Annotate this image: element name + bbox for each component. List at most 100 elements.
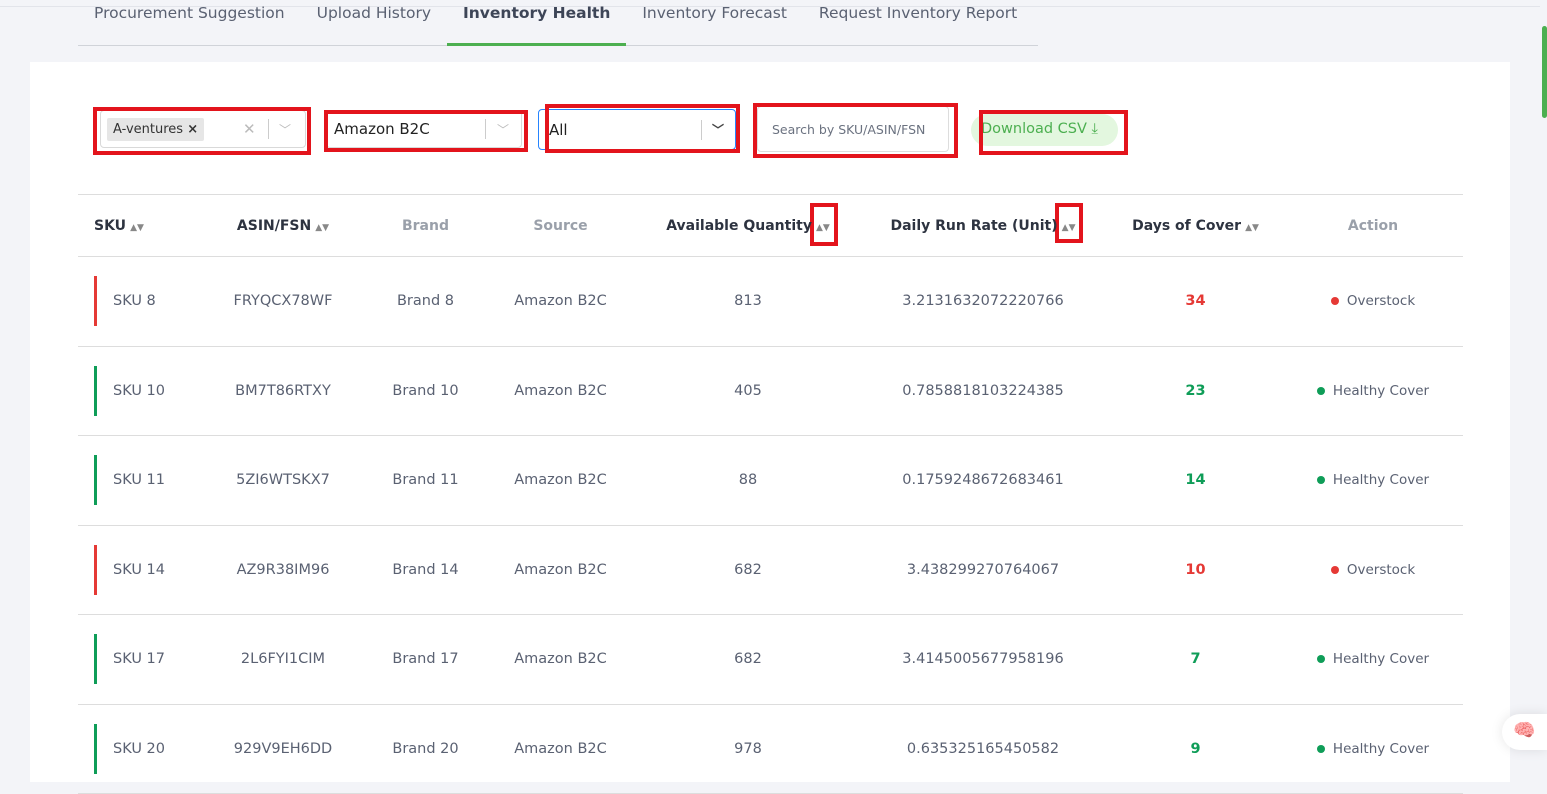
col-brand: Brand [368, 194, 483, 257]
run-rate-cell: 0.635325165450582 [858, 704, 1108, 794]
sku-cell: SKU 8 [78, 256, 198, 347]
status-indicator-bar [94, 634, 97, 685]
days-of-cover-cell: 7 [1108, 614, 1283, 705]
source-cell: Amazon B2C [483, 346, 638, 436]
action-cell: Overstock [1283, 525, 1463, 615]
tab-upload-history[interactable]: Upload History [316, 4, 431, 22]
asin-cell: AZ9R38IM96 [198, 525, 368, 615]
action-cell: Overstock [1283, 256, 1463, 347]
col-action: Action [1283, 194, 1463, 257]
days-of-cover-cell: 34 [1108, 256, 1283, 347]
download-icon: ⤓ [1091, 121, 1098, 137]
status-dot-icon [1330, 297, 1339, 306]
sort-icon: ▲▼ [315, 222, 330, 233]
quantity-cell: 682 [638, 614, 858, 705]
action-label: Healthy Cover [1332, 382, 1430, 399]
action-cell: Healthy Cover [1283, 614, 1463, 705]
run-rate-cell: 3.2131632072220766 [858, 256, 1108, 347]
status-indicator-bar [94, 365, 97, 416]
brand-cell: Brand 10 [368, 346, 483, 436]
top-divider [0, 6, 1540, 7]
brand-cell: Brand 17 [368, 614, 483, 705]
table-row: SKU 10 BM7T86RTXY Brand 10 Amazon B2C 40… [78, 346, 1463, 436]
clear-icon[interactable]: ✕ [243, 120, 256, 138]
status-indicator-bar [94, 723, 97, 774]
source-cell: Amazon B2C [483, 525, 638, 615]
action-label: Healthy Cover [1332, 740, 1430, 757]
ai-assistant-brain-icon[interactable]: 🧠 [1502, 714, 1547, 750]
source-cell: Amazon B2C [483, 614, 638, 705]
status-dot-icon [1330, 565, 1339, 574]
action-label: Healthy Cover [1332, 472, 1430, 489]
company-select[interactable]: A-ventures × ✕ ﹀ [100, 110, 306, 148]
action-label: Healthy Cover [1332, 651, 1430, 668]
action-cell: Healthy Cover [1283, 346, 1463, 436]
sort-icon: ▲▼ [815, 222, 830, 233]
status-dot-icon [1316, 744, 1325, 753]
status-dot-icon [1316, 386, 1325, 395]
sku-cell: SKU 14 [78, 525, 198, 615]
channel-select[interactable]: Amazon B2C ﹀ [326, 110, 522, 148]
download-csv-button[interactable]: Download CSV ⤓ [971, 114, 1118, 146]
status-indicator-bar [94, 276, 97, 327]
action-cell: Healthy Cover [1283, 704, 1463, 794]
action-cell: Healthy Cover [1283, 435, 1463, 526]
brand-cell: Brand 8 [368, 256, 483, 347]
inventory-table: SKU ▲▼ ASIN/FSN ▲▼ Brand Source Available … [78, 194, 1463, 794]
tab-request-inventory-report[interactable]: Request Inventory Report [818, 4, 1018, 22]
quantity-cell: 682 [638, 525, 858, 615]
status-select[interactable]: All ﹀ [538, 109, 736, 150]
run-rate-cell: 0.7858818103224385 [858, 346, 1108, 436]
col-daily-run-rate[interactable]: Daily Run Rate (Unit) ▲▼ [858, 194, 1108, 257]
days-of-cover-cell: 14 [1108, 435, 1283, 526]
col-days-of-cover[interactable]: Days of Cover ▲▼ [1108, 194, 1283, 257]
table-row: SKU 20 929V9EH6DD Brand 20 Amazon B2C 97… [78, 704, 1463, 794]
action-label: Overstock [1346, 293, 1416, 310]
asin-cell: FRYQCX78WF [198, 256, 368, 347]
days-of-cover-cell: 9 [1108, 704, 1283, 794]
chevron-down-icon[interactable]: ﹀ [497, 122, 510, 137]
col-source: Source [483, 194, 638, 257]
status-dot-icon [1316, 476, 1325, 485]
sku-cell: SKU 17 [78, 614, 198, 705]
sort-icon: ▲▼ [1061, 222, 1076, 233]
tab-bar: Procurement Suggestion Upload History In… [78, 0, 1038, 46]
scrollbar[interactable] [1540, 8, 1547, 779]
days-of-cover-cell: 23 [1108, 346, 1283, 436]
company-chip: A-ventures × [107, 117, 205, 141]
run-rate-cell: 3.4145005677958196 [858, 614, 1108, 705]
col-asin[interactable]: ASIN/FSN ▲▼ [198, 194, 368, 257]
asin-cell: 929V9EH6DD [198, 704, 368, 794]
quantity-cell: 978 [638, 704, 858, 794]
chevron-down-icon[interactable]: ﹀ [712, 123, 725, 137]
run-rate-cell: 3.438299270764067 [858, 525, 1108, 615]
source-cell: Amazon B2C [483, 704, 638, 794]
sku-cell: SKU 10 [78, 346, 198, 436]
tab-inventory-health[interactable]: Inventory Health [447, 0, 627, 46]
table-row: SKU 14 AZ9R38IM96 Brand 14 Amazon B2C 68… [78, 525, 1463, 615]
sku-cell: SKU 11 [78, 435, 198, 526]
days-of-cover-cell: 10 [1108, 525, 1283, 615]
tab-procurement-suggestion[interactable]: Procurement Suggestion [94, 4, 285, 22]
chevron-down-icon[interactable]: ﹀ [279, 122, 292, 137]
quantity-cell: 88 [638, 435, 858, 526]
brand-cell: Brand 20 [368, 704, 483, 794]
chip-remove-icon[interactable]: × [187, 121, 199, 137]
sort-icon: ▲▼ [130, 222, 144, 233]
table-row: SKU 8 FRYQCX78WF Brand 8 Amazon B2C 813 … [78, 256, 1463, 347]
table-row: SKU 17 2L6FYI1CIM Brand 17 Amazon B2C 68… [78, 614, 1463, 705]
status-dot-icon [1316, 655, 1325, 664]
run-rate-cell: 0.1759248672683461 [858, 435, 1108, 526]
scrollbar-thumb[interactable] [1542, 26, 1547, 118]
sort-icon: ▲▼ [1245, 222, 1259, 233]
status-indicator-bar [94, 544, 97, 595]
search-input[interactable]: Search by SKU/ASIN/FSN [757, 106, 949, 152]
col-available-quantity[interactable]: Available Quantity ▲▼ [638, 194, 858, 257]
table-row: SKU 11 5ZI6WTSKX7 Brand 11 Amazon B2C 88… [78, 435, 1463, 526]
sku-cell: SKU 20 [78, 704, 198, 794]
asin-cell: 5ZI6WTSKX7 [198, 435, 368, 526]
brand-cell: Brand 11 [368, 435, 483, 526]
col-sku[interactable]: SKU ▲▼ [78, 194, 198, 257]
action-label: Overstock [1346, 561, 1416, 578]
tab-inventory-forecast[interactable]: Inventory Forecast [642, 4, 787, 22]
